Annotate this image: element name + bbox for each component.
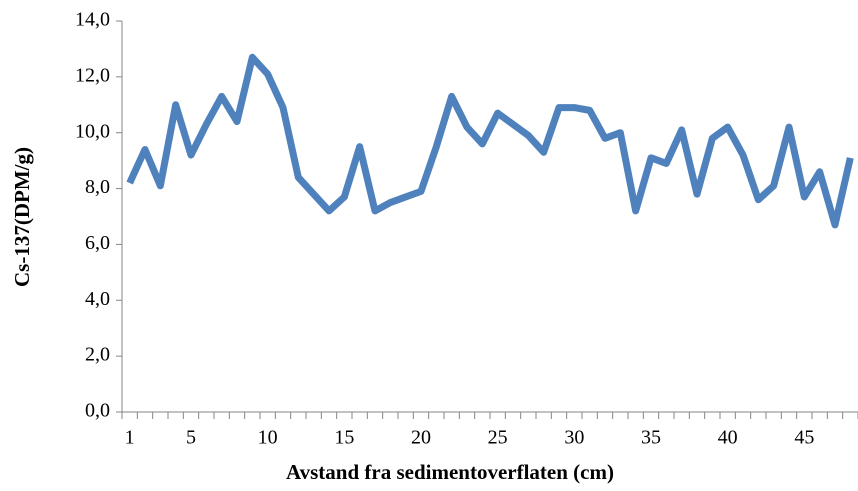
x-tick-label: 35 <box>641 427 661 449</box>
y-tick-label: 6,0 <box>85 232 110 254</box>
x-tick-label: 25 <box>488 427 508 449</box>
y-tick-label: 14,0 <box>75 9 110 31</box>
x-axis-title: Avstand fra sedimentoverflaten (cm) <box>286 460 614 484</box>
x-tick-label: 20 <box>411 427 431 449</box>
y-tick-label: 2,0 <box>85 344 110 366</box>
x-tick-label: 5 <box>186 427 196 449</box>
data-line <box>126 53 854 229</box>
y-tick-label: 4,0 <box>85 288 110 310</box>
y-tick-label: 8,0 <box>85 176 110 198</box>
x-tick-label: 40 <box>718 427 738 449</box>
y-tick-label: 12,0 <box>75 64 110 86</box>
y-tick-label: 10,0 <box>75 120 110 142</box>
x-tick-label: 15 <box>334 427 354 449</box>
x-tick-label: 45 <box>794 427 814 449</box>
y-axis-title: Cs-137(DPM/g) <box>10 147 34 287</box>
x-tick-label: 1 <box>125 427 135 449</box>
x-tick-label: 30 <box>564 427 584 449</box>
y-tick-label: 0,0 <box>85 400 110 422</box>
x-tick-label: 10 <box>258 427 278 449</box>
